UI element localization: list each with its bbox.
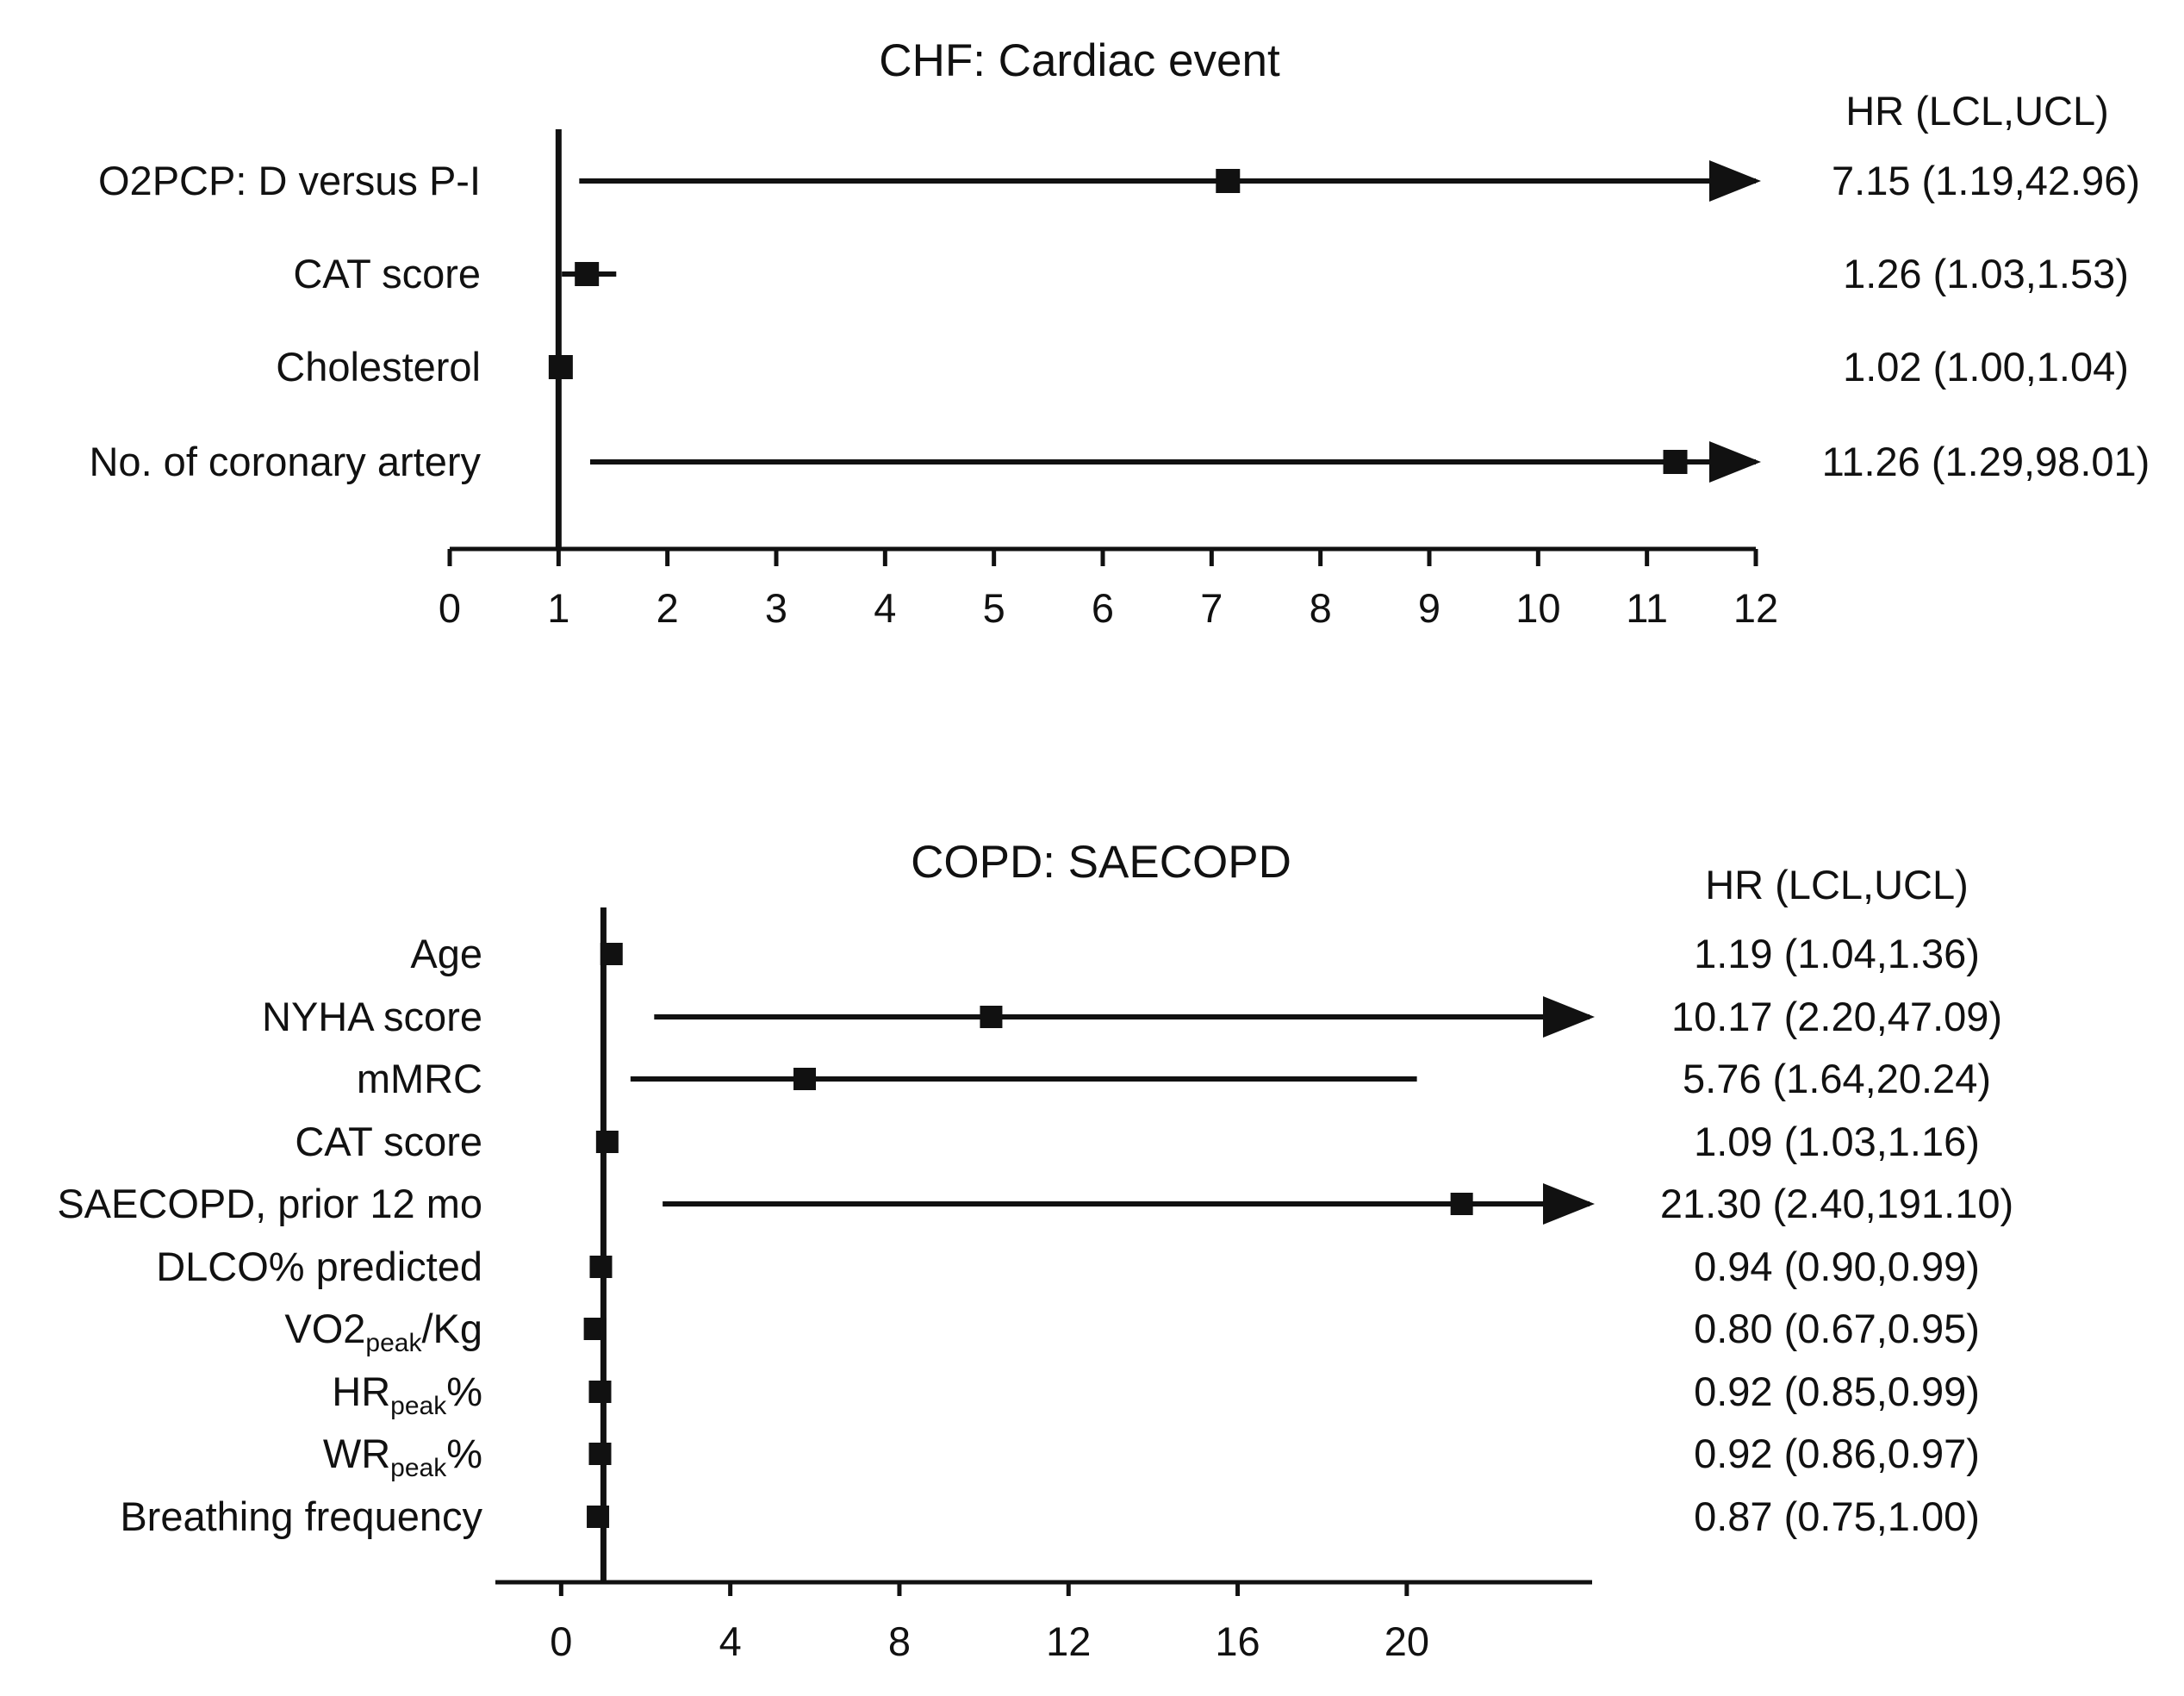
copd-row-label: SAECOPD, prior 12 mo [57, 1181, 482, 1226]
copd-row-label-subscript: peak [390, 1454, 447, 1482]
chf-row-hr-value: 1.02 (1.00,1.04) [1843, 344, 2129, 390]
chf-axis-tick-label: 8 [1310, 585, 1332, 631]
copd-row-label: Age [410, 931, 482, 976]
chf-row-label: CAT score [293, 251, 481, 296]
copd-row-label: CAT score [295, 1119, 482, 1164]
copd-point-estimate [595, 1131, 619, 1153]
copd-row-label-suffix: % [446, 1369, 482, 1414]
copd-row-label-suffix: % [446, 1431, 482, 1476]
chf-axis-tick-label: 6 [1092, 585, 1114, 631]
copd-row-hr-value: 0.92 (0.86,0.97) [1694, 1431, 1980, 1476]
chf-axis-tick-label: 2 [656, 585, 679, 631]
chf-column-header: HR (LCL,UCL) [1845, 88, 2109, 134]
chf-point-estimate [575, 262, 600, 286]
copd-row-label-suffix: /Kg [421, 1306, 482, 1351]
chf-point-estimate [1663, 450, 1688, 474]
chf-row-label: No. of coronary artery [89, 439, 481, 484]
copd-row-hr-value: 0.87 (0.75,1.00) [1694, 1493, 1980, 1539]
chf-point-estimate [1216, 169, 1241, 193]
copd-point-estimate [588, 1381, 612, 1403]
chf-axis-tick-label: 5 [983, 585, 1005, 631]
copd-row-hr-value: 1.19 (1.04,1.36) [1694, 931, 1980, 976]
chf-chart-title: CHF: Cardiac event [879, 35, 1280, 86]
copd-axis-tick-label: 16 [1215, 1618, 1260, 1664]
copd-axis-tick-label: 0 [550, 1618, 572, 1664]
copd-axis-tick-label: 4 [719, 1618, 742, 1664]
chf-axis-tick-label: 7 [1200, 585, 1223, 631]
copd-row-label: VO2peak/Kg [284, 1306, 482, 1357]
copd-row-label: NYHA score [262, 994, 482, 1039]
copd-row-hr-value: 21.30 (2.40,191.10) [1660, 1181, 2013, 1226]
copd-row-hr-value: 0.94 (0.90,0.99) [1694, 1244, 1980, 1289]
copd-plot-marks [583, 907, 1595, 1582]
copd-panel: COPD: SAECOPD HR (LCL,UCL) Age NYHA score… [57, 837, 2013, 1664]
copd-x-axis: 0 4 8 12 16 20 [495, 1580, 1592, 1664]
chf-axis-tick-label: 9 [1418, 585, 1440, 631]
chf-row-hr-value: 11.26 (1.29,98.01) [1822, 439, 2150, 484]
copd-point-estimate [583, 1318, 607, 1340]
chf-axis-tick-label: 11 [1626, 585, 1668, 631]
copd-column-header: HR (LCL,UCL) [1705, 862, 1969, 907]
chf-axis-tick-label: 4 [874, 585, 896, 631]
chf-plot-marks [548, 129, 1761, 549]
copd-hr-values: 1.19 (1.04,1.36) 10.17 (2.20,47.09) 5.76 (… [1660, 931, 2013, 1539]
copd-axis-tick-label: 8 [888, 1618, 911, 1664]
copd-row-label-subscript: peak [365, 1329, 422, 1357]
copd-point-estimate [1450, 1193, 1473, 1215]
chf-axis-tick-label: 12 [1733, 585, 1778, 631]
copd-row-label: WRpeak% [323, 1431, 482, 1482]
chf-axis-tick-label: 1 [547, 585, 569, 631]
copd-axis-tick-label: 20 [1384, 1618, 1429, 1664]
copd-point-estimate [588, 1443, 612, 1465]
copd-row-label: Breathing frequency [120, 1493, 482, 1539]
copd-row-hr-value: 10.17 (2.20,47.09) [1671, 994, 2002, 1039]
chf-x-axis: 0 1 2 3 4 5 6 7 8 9 10 11 12 [439, 546, 1778, 631]
chf-axis-tick-label: 10 [1515, 585, 1560, 631]
chf-hr-values: 7.15 (1.19,42.96) 1.26 (1.03,1.53) 1.02 (1… [1822, 158, 2150, 484]
chf-row-label: Cholesterol [276, 344, 481, 390]
chf-row-hr-value: 7.15 (1.19,42.96) [1832, 158, 2140, 203]
chf-axis-tick-label: 3 [765, 585, 787, 631]
copd-row-hr-value: 0.92 (0.85,0.99) [1694, 1369, 1980, 1414]
chf-row-label: O2PCP: D versus P-I [98, 158, 481, 203]
copd-chart-title: COPD: SAECOPD [911, 837, 1291, 888]
copd-row-hr-value: 1.09 (1.03,1.16) [1694, 1119, 1980, 1164]
copd-axis-tick-label: 12 [1046, 1618, 1091, 1664]
chf-panel: CHF: Cardiac event HR (LCL,UCL) O2PCP: D… [89, 35, 2150, 631]
copd-row-hr-value: 5.76 (1.64,20.24) [1683, 1056, 1991, 1101]
copd-point-estimate [587, 1506, 610, 1528]
chf-point-estimate [548, 355, 573, 379]
copd-row-hr-value: 0.80 (0.67,0.95) [1694, 1306, 1980, 1351]
copd-point-estimate [600, 943, 623, 965]
copd-row-label: DLCO% predicted [156, 1244, 482, 1289]
copd-point-estimate [589, 1256, 613, 1278]
copd-row-label: HRpeak% [332, 1369, 482, 1420]
chf-row-labels: O2PCP: D versus P-I CAT score Cholesterol N… [89, 158, 481, 484]
chf-row-hr-value: 1.26 (1.03,1.53) [1843, 251, 2129, 296]
copd-point-estimate [980, 1006, 1003, 1028]
copd-row-label: mMRC [357, 1056, 482, 1101]
copd-row-labels: Age NYHA score mMRC CAT score SAECOPD, prior… [57, 931, 482, 1539]
chf-axis-tick-label: 0 [439, 585, 461, 631]
copd-point-estimate [793, 1068, 817, 1090]
copd-row-label-subscript: peak [390, 1392, 447, 1420]
